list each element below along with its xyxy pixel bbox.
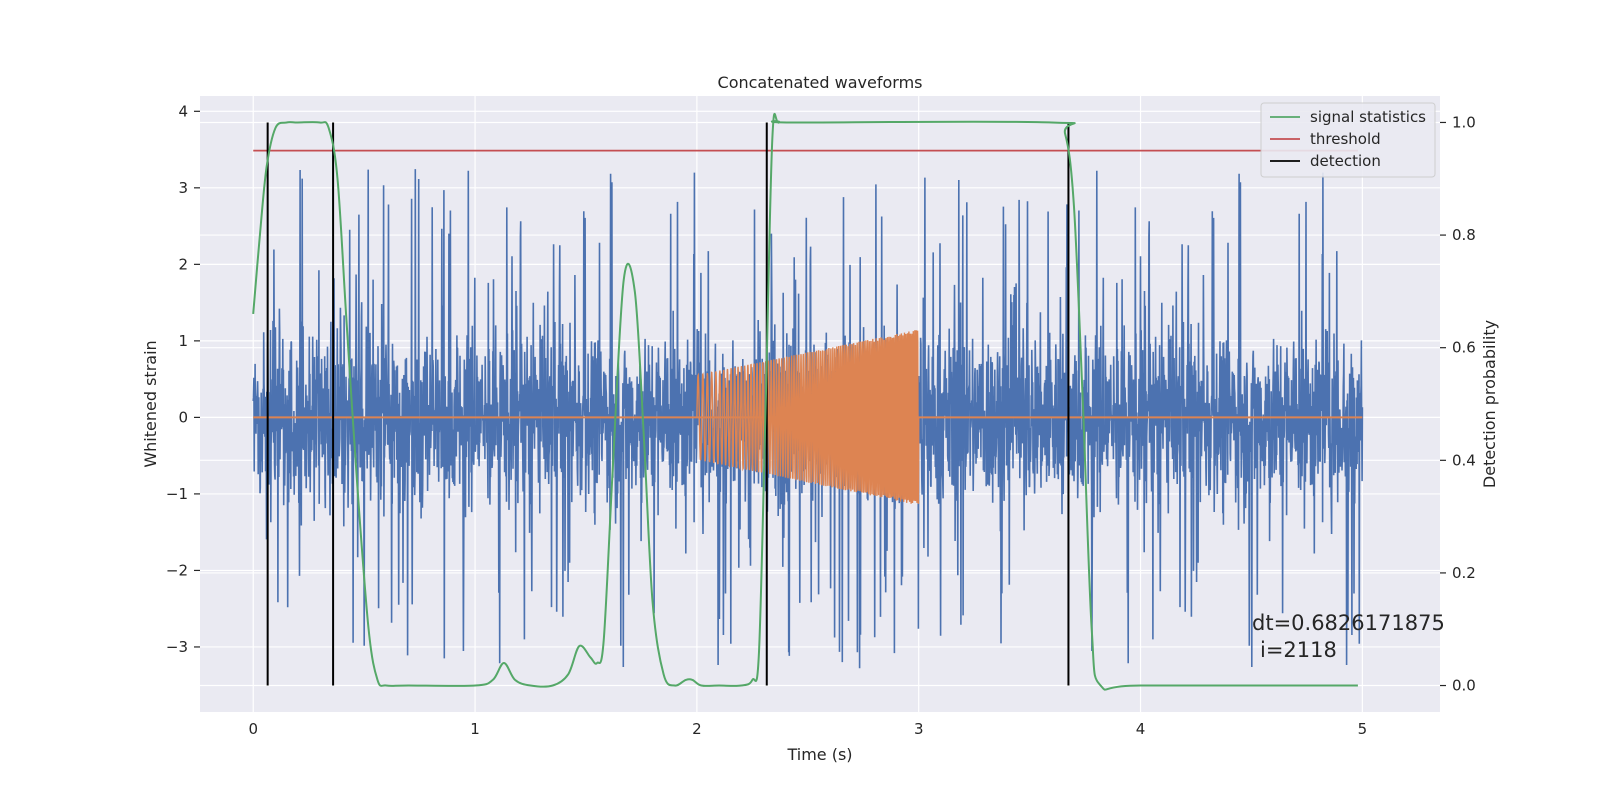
y-tick-label: 3 (178, 179, 188, 197)
template-series (253, 330, 1363, 504)
legend-label-detection: detection (1310, 152, 1381, 170)
y-tick-label: 1 (178, 332, 188, 350)
y2-tick-label: 0.6 (1452, 339, 1476, 357)
template-chirp (696, 330, 920, 504)
y2-tick-label: 0.4 (1452, 451, 1476, 469)
bottom-axis-ticks: 0 1 2 3 4 5 (248, 720, 1367, 738)
annotation-i: i=2118 (1260, 638, 1337, 662)
annotation-dt: dt=0.6826171875 (1252, 611, 1445, 635)
y-tick-label: −1 (166, 485, 188, 503)
y-tick-label: −3 (166, 638, 188, 656)
signal-statistics-line (252, 112, 1358, 691)
x-tick-label: 2 (692, 720, 702, 738)
x-axis-label: Time (s) (786, 745, 852, 764)
y2-tick-label: 0.2 (1452, 564, 1476, 582)
signal-statistics-series (252, 112, 1358, 691)
legend: signal statistics threshold detection (1260, 102, 1436, 178)
y2-axis-label: Detection probability (1480, 320, 1499, 488)
x-tick-label: 1 (470, 720, 480, 738)
x-tick-label: 5 (1358, 720, 1368, 738)
legend-label-signal-statistics: signal statistics (1310, 108, 1426, 126)
y-axis-label: Whitened strain (141, 340, 160, 467)
x-tick-label: 4 (1136, 720, 1146, 738)
y-tick-label: 2 (178, 255, 188, 273)
y2-tick-label: 0.0 (1452, 677, 1476, 695)
x-tick-label: 3 (914, 720, 924, 738)
y2-tick-label: 0.8 (1452, 226, 1476, 244)
y-tick-label: −2 (166, 561, 188, 579)
legend-label-threshold: threshold (1310, 130, 1381, 148)
y-tick-label: 4 (178, 102, 188, 120)
left-axis-ticks: −3 −2 −1 0 1 2 3 4 (166, 102, 200, 656)
y2-tick-label: 1.0 (1452, 113, 1476, 131)
legend-box (1260, 102, 1436, 178)
right-axis-ticks: 0.0 0.2 0.4 0.6 0.8 1.0 (1440, 113, 1476, 695)
y-tick-label: 0 (178, 408, 188, 426)
detection-series (266, 122, 1070, 686)
chart-title: Concatenated waveforms (718, 73, 923, 92)
x-tick-label: 0 (248, 720, 258, 738)
